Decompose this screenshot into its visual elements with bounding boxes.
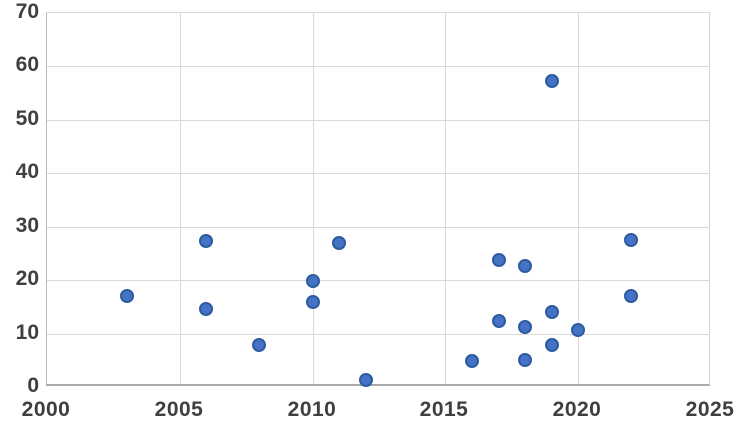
x-tick-label: 2005 — [154, 398, 204, 421]
data-point — [492, 314, 506, 328]
data-point — [624, 289, 638, 303]
data-point — [465, 354, 479, 368]
data-point — [545, 338, 559, 352]
data-point — [306, 295, 320, 309]
data-point — [199, 302, 213, 316]
data-point — [518, 320, 532, 334]
data-point — [332, 236, 346, 250]
data-point — [252, 338, 266, 352]
y-tick-label: 30 — [15, 214, 39, 237]
x-tick-label: 2020 — [552, 398, 602, 421]
y-tick-label: 70 — [15, 0, 39, 23]
x-tick-label: 2010 — [287, 398, 337, 421]
data-point — [571, 323, 585, 337]
y-tick-label: 40 — [15, 160, 39, 183]
x-tick-label: 2000 — [21, 398, 71, 421]
h-gridline — [47, 173, 709, 174]
y-tick-label: 20 — [15, 267, 39, 290]
v-gridline — [313, 13, 314, 384]
h-gridline — [47, 334, 709, 335]
v-gridline — [578, 13, 579, 384]
x-tick-label: 2015 — [419, 398, 469, 421]
y-tick-label: 60 — [15, 53, 39, 76]
data-point — [199, 234, 213, 248]
data-point — [545, 305, 559, 319]
y-tick-label: 0 — [27, 374, 39, 397]
plot-area — [46, 12, 710, 387]
x-tick-label: 2025 — [685, 398, 735, 421]
data-point — [120, 289, 134, 303]
data-point — [518, 259, 532, 273]
data-point — [359, 373, 373, 387]
data-point — [518, 353, 532, 367]
v-gridline — [445, 13, 446, 384]
data-point — [545, 74, 559, 88]
data-point — [492, 253, 506, 267]
y-tick-label: 50 — [15, 107, 39, 130]
h-gridline — [47, 66, 709, 67]
y-tick-label: 10 — [15, 321, 39, 344]
h-gridline — [47, 120, 709, 121]
data-point — [624, 233, 638, 247]
v-gridline — [180, 13, 181, 384]
h-gridline — [47, 227, 709, 228]
data-point — [306, 274, 320, 288]
h-gridline — [47, 280, 709, 281]
